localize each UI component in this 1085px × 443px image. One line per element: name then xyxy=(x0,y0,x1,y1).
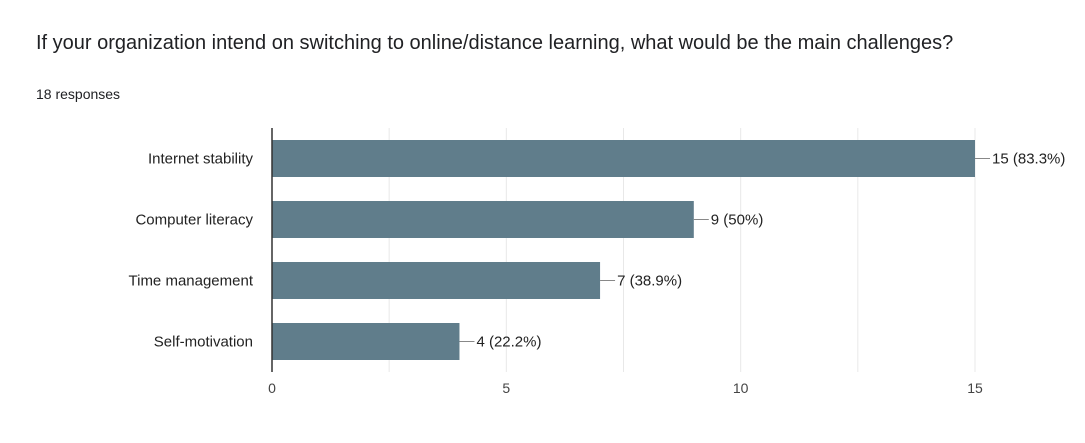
category-label: Time management xyxy=(129,273,254,290)
category-label: Self-motivation xyxy=(154,334,253,351)
category-label: Computer literacy xyxy=(135,212,253,229)
x-tick-label: 15 xyxy=(967,380,983,396)
data-label: 15 (83.3%) xyxy=(992,151,1065,168)
data-label: 9 (50%) xyxy=(711,212,764,229)
labels: 0 5 10 15 Internet stability 15 (83.3%) Comput… xyxy=(129,151,1066,397)
bar xyxy=(272,262,601,299)
data-label: 7 (38.9%) xyxy=(617,273,682,290)
x-tick-label: 10 xyxy=(733,380,749,396)
data-label: 4 (22.2%) xyxy=(476,334,541,351)
category-label: Internet stability xyxy=(148,151,254,168)
question-title: If your organization intend on switching… xyxy=(36,32,954,54)
bar xyxy=(272,140,975,177)
x-tick-label: 0 xyxy=(268,380,276,396)
bar xyxy=(272,323,460,360)
response-count: 18 responses xyxy=(36,86,121,102)
bar xyxy=(272,201,694,238)
x-tick-label: 5 xyxy=(502,380,510,396)
bars xyxy=(272,140,975,360)
